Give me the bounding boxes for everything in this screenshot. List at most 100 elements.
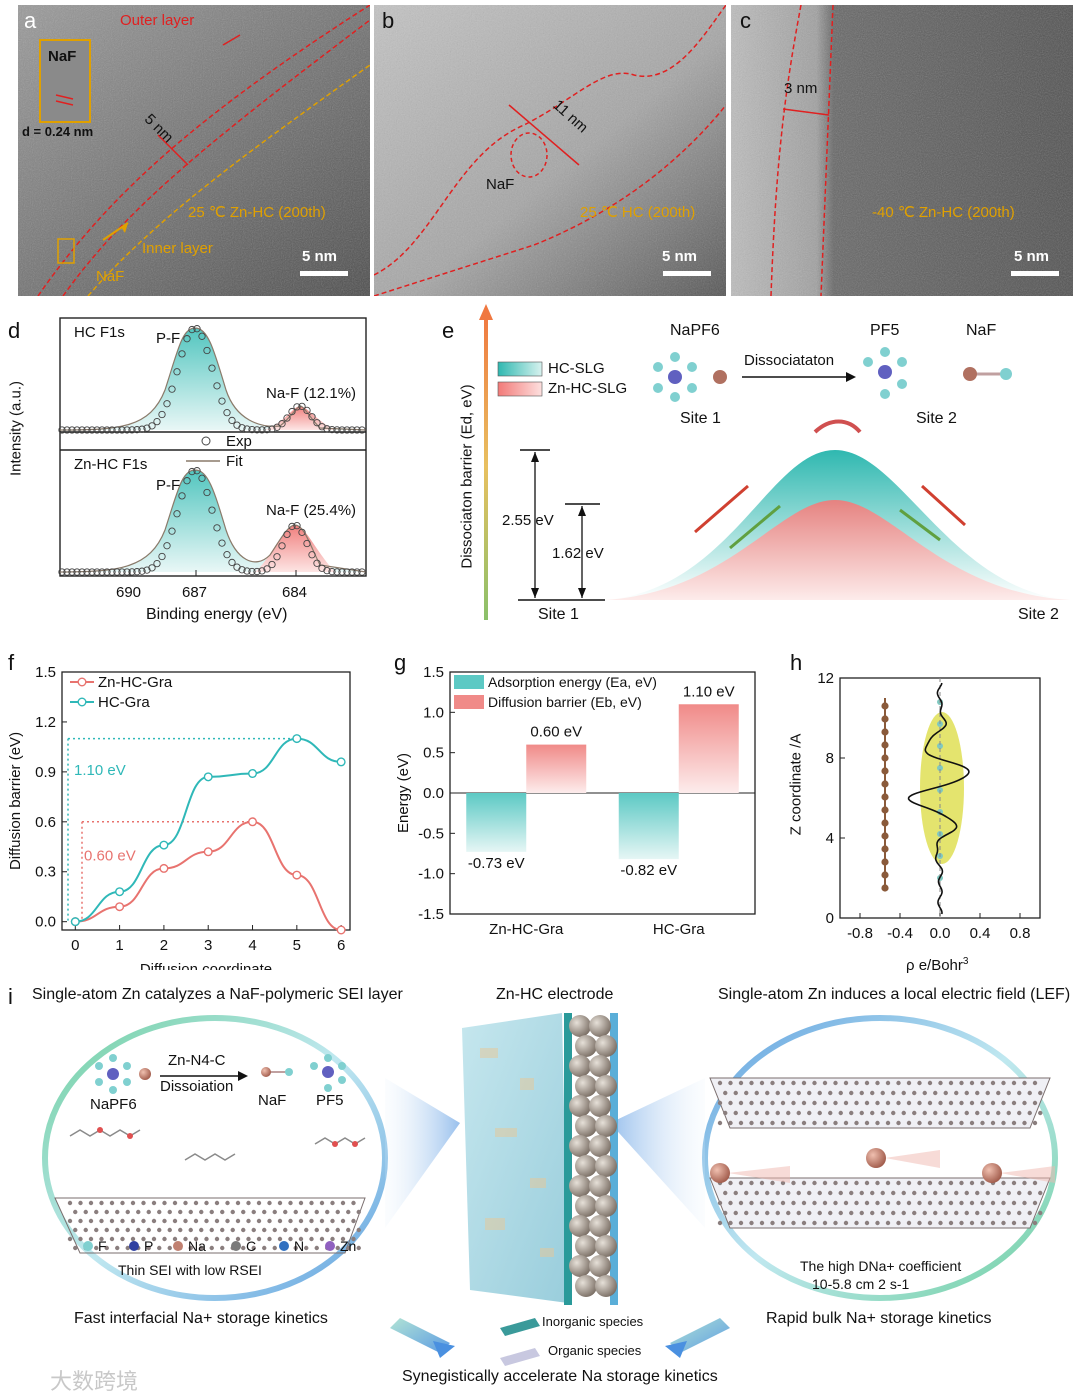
graphene-atom <box>157 1227 162 1233</box>
graphene-atom <box>754 1110 759 1116</box>
xps-naf-top: Na-F (12.1%) <box>266 385 357 402</box>
xps-ylabel: Intensity (a.u.) <box>7 380 25 477</box>
xps-exp-point <box>78 426 86 434</box>
graphene-atom <box>330 1200 335 1206</box>
graphene-atom <box>209 1209 214 1215</box>
graphene-atom <box>183 1200 188 1206</box>
xps-exp-point <box>103 568 111 576</box>
graphene-atom <box>786 1090 791 1096</box>
xps-exp-point <box>153 559 161 568</box>
graphene-atom <box>256 1200 262 1206</box>
graphene-atom <box>765 1110 770 1116</box>
graphene-atom <box>267 1218 272 1224</box>
xps-exp-point <box>183 477 191 485</box>
graphene-atom <box>235 1200 241 1206</box>
g-bar-label: 0.60 eV <box>530 724 582 741</box>
graphene-atom <box>948 1100 954 1106</box>
graphene-atom <box>94 1227 99 1233</box>
graphene-atom <box>1027 1190 1032 1196</box>
xps-legend-exp: Exp <box>226 433 252 450</box>
xps-tick-687: 687 <box>182 584 208 601</box>
i-inorganic: Inorganic species <box>542 1314 644 1329</box>
graphene-atom <box>178 1209 183 1215</box>
graphene-atom <box>959 1080 964 1086</box>
graphene-atom <box>912 1110 917 1116</box>
g-legend-label: Diffusion barrier (Eb, eV) <box>488 694 642 710</box>
xps-exp-point <box>283 414 291 422</box>
graphene-atom <box>214 1218 220 1224</box>
graphene-atom <box>330 1236 335 1242</box>
graphene-atom <box>717 1200 723 1206</box>
e-barrier2: 1.62 eV <box>552 545 604 562</box>
graphene-atom <box>267 1200 272 1206</box>
graphene-atom <box>922 1210 927 1216</box>
graphene-atom <box>854 1100 859 1106</box>
xps-exp-point <box>93 426 101 434</box>
f-xtick-label: 4 <box>248 937 256 954</box>
electrode-atom <box>595 1155 617 1177</box>
graphene-atom <box>749 1100 754 1106</box>
graphene-atom <box>1032 1200 1038 1206</box>
xps-exp-point <box>293 403 301 411</box>
graphene-atom <box>765 1190 770 1196</box>
graphene-atom <box>241 1245 246 1251</box>
graphene-atom <box>162 1200 167 1206</box>
graphene-atom <box>749 1200 754 1206</box>
graphene-atom <box>990 1080 996 1086</box>
xps-pf-top: P-F <box>156 330 181 347</box>
graphene-atom <box>807 1110 812 1116</box>
graphene-atom <box>78 1236 83 1242</box>
xps-exp-point <box>58 426 66 434</box>
xps-exp-point <box>358 426 366 434</box>
graphene-atom <box>864 1200 870 1206</box>
graphene-atom <box>319 1218 325 1224</box>
graphene-atom <box>817 1110 822 1116</box>
i-el-c: C <box>246 1238 257 1254</box>
graphene-atom <box>109 1218 115 1224</box>
graphene-atom <box>885 1120 891 1126</box>
e-ylabel: Dissociaton barrier (Ed, eV) <box>458 384 476 569</box>
f-ytick-label: 0.3 <box>35 864 56 881</box>
graphene-atom <box>1032 1120 1038 1126</box>
na-atom-icon <box>173 1241 183 1251</box>
graphene-atom <box>73 1227 78 1233</box>
graphene-atom <box>912 1090 917 1096</box>
f-series-point <box>115 887 125 897</box>
graphene-atom <box>99 1236 104 1242</box>
graphene-atom <box>969 1080 975 1086</box>
graphene-atom <box>812 1120 817 1126</box>
graphene-atom <box>325 1209 330 1215</box>
e-arrow-label: Dissociataton <box>744 352 835 369</box>
g-category-label: HC-Gra <box>653 921 705 938</box>
xps-exp-point <box>228 558 236 567</box>
i-rapid: Rapid bulk Na+ storage kinetics <box>766 1310 992 1327</box>
graphene-atom <box>996 1090 1001 1096</box>
f-ytick-label: 1.2 <box>35 714 56 731</box>
xps-exp-point <box>298 528 306 537</box>
graphene-atom <box>335 1209 340 1215</box>
i-fast: Fast interfacial Na+ storage kinetics <box>74 1310 328 1327</box>
electrode-atom <box>595 1075 617 1097</box>
inner-layer-label: Inner layer <box>142 240 213 257</box>
graphene-atom <box>833 1080 838 1086</box>
graphene-atom <box>346 1209 351 1215</box>
xps-exp-point <box>278 420 286 428</box>
graphene-atom <box>1017 1090 1022 1096</box>
condition-c-label: -40 ℃ Zn-HC (200th) <box>872 204 1015 221</box>
graphene-atom <box>130 1218 136 1224</box>
graphene-atom <box>807 1210 812 1216</box>
inset-naf-label: NaF <box>48 48 77 65</box>
graphene-atom <box>964 1210 969 1216</box>
graphene-atom <box>817 1190 822 1196</box>
graphene-atom <box>765 1210 770 1216</box>
graphene-atom <box>901 1090 906 1096</box>
xps-xlabel: Binding energy (eV) <box>146 606 288 623</box>
graphene-atom <box>288 1200 293 1206</box>
graphene-atom <box>728 1200 733 1206</box>
graphene-atom <box>199 1227 204 1233</box>
graphene-atom <box>717 1120 723 1126</box>
graphene-atom <box>288 1218 293 1224</box>
h-atom <box>881 754 889 762</box>
electrode-atom <box>589 1175 611 1197</box>
graphene-atom <box>975 1110 980 1116</box>
